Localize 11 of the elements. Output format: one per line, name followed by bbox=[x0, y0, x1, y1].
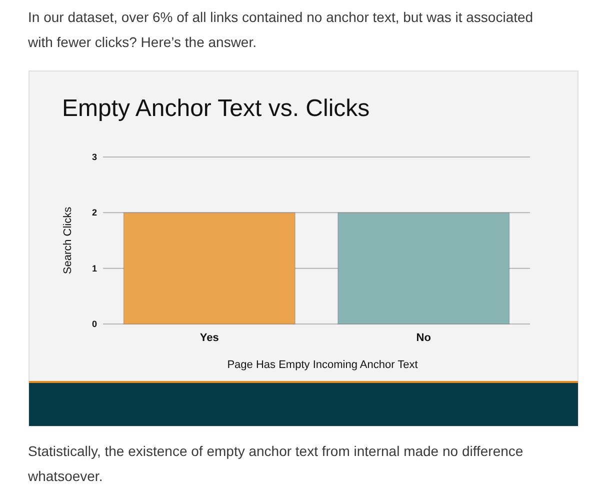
y-tick-label: 1 bbox=[92, 263, 97, 274]
y-tick-label: 3 bbox=[92, 152, 97, 162]
x-axis-title: Page Has Empty Incoming Anchor Text bbox=[227, 359, 418, 371]
chart-subtitle: In our dataset, over 6% of all links contained no anchor text, but was it associated with fewer clicks? Here’s the answer. bbox=[27, 9, 534, 50]
y-axis-title: Search Clicks bbox=[62, 206, 74, 274]
text: Statistically, the existence of empty anchor text from internal made no difference whatsoever. bbox=[27, 443, 524, 484]
x-tick-label: Yes bbox=[200, 332, 219, 344]
x-tick-label: No bbox=[416, 332, 432, 344]
y-tick-label: 0 bbox=[92, 319, 97, 329]
y-tick-label: 2 bbox=[92, 208, 97, 218]
chart-title: Empty Anchor Text vs. Clicks bbox=[62, 95, 370, 122]
